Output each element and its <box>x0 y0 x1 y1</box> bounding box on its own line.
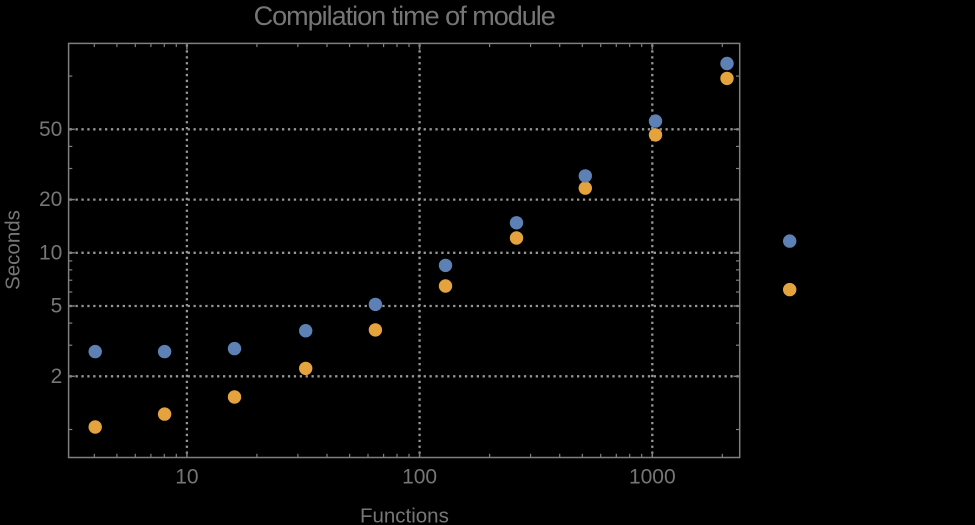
svg-text:Compilation time of module: Compilation time of module <box>254 1 555 31</box>
svg-text:100: 100 <box>402 466 437 489</box>
svg-text:2: 2 <box>51 365 63 388</box>
svg-text:10: 10 <box>39 241 62 264</box>
svg-text:20: 20 <box>39 188 62 211</box>
svg-text:10: 10 <box>175 466 198 489</box>
svg-text:Functions: Functions <box>360 505 449 525</box>
svg-text:5: 5 <box>51 295 63 318</box>
svg-text:Seconds: Seconds <box>1 210 24 290</box>
svg-text:1000: 1000 <box>629 466 676 489</box>
svg-text:50: 50 <box>39 118 62 141</box>
